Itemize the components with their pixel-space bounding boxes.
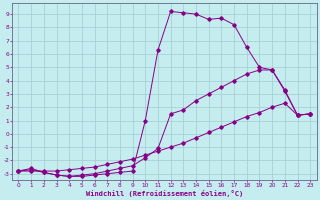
X-axis label: Windchill (Refroidissement éolien,°C): Windchill (Refroidissement éolien,°C) (86, 190, 243, 197)
